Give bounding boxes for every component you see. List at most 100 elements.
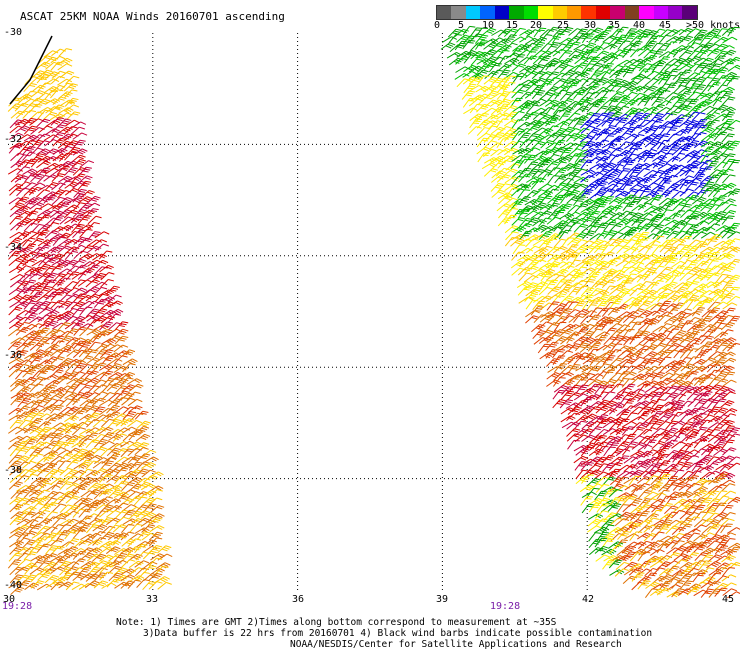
wind-barb: [630, 252, 646, 260]
lon-label-42: 42: [582, 594, 595, 605]
wind-barb: [602, 35, 618, 43]
wind-barb: [37, 279, 52, 288]
wind-barb: [8, 258, 24, 266]
legend-label-5: 5: [458, 20, 465, 31]
wind-barb: [726, 427, 740, 437]
wind-barb: [50, 89, 64, 99]
wind-barb: [30, 412, 45, 422]
wind-barb: [64, 425, 79, 435]
wind-barb: [22, 237, 36, 247]
wind-barb: [664, 252, 678, 263]
legend-swatch-6: [523, 6, 539, 19]
wind-barb: [79, 228, 93, 238]
lat-label-38: -38: [4, 465, 23, 476]
wind-barb: [73, 448, 88, 457]
wind-barb: [9, 119, 24, 129]
wind-barb: [134, 468, 149, 478]
legend-swatch-10: [581, 6, 596, 19]
wind-barb: [127, 455, 142, 464]
wind-barb: [29, 447, 44, 457]
legend-label-10: 10: [482, 20, 495, 31]
wind-barb: [92, 272, 107, 282]
wind-barb: [107, 363, 122, 372]
wind-barb: [50, 455, 65, 464]
wind-barb: [9, 467, 24, 476]
wind-barb: [45, 246, 61, 254]
wind-barb: [700, 576, 716, 584]
wind-barb: [36, 377, 50, 387]
wind-barb: [72, 229, 86, 239]
wind-barb: [99, 264, 114, 273]
wind-barb: [51, 441, 65, 451]
wind-barb: [99, 407, 114, 416]
wind-barb: [14, 102, 29, 112]
wind-barb: [114, 467, 129, 477]
wind-barb: [64, 259, 79, 268]
wind-barb: [73, 454, 88, 462]
wind-barb: [64, 250, 79, 261]
wind-barb: [28, 391, 44, 399]
wind-barb: [73, 250, 88, 260]
wind-barb: [141, 489, 157, 497]
wind-barb: [607, 349, 622, 359]
wind-barb: [93, 298, 108, 308]
wind-barb: [51, 480, 65, 490]
wind-barb: [28, 207, 43, 217]
wind-barb: [63, 209, 78, 219]
wind-barb: [85, 432, 99, 442]
wind-barb: [50, 291, 65, 301]
wind-barb: [51, 214, 65, 225]
wind-barb: [45, 291, 59, 301]
wind-barb: [50, 392, 66, 400]
wind-barb: [624, 483, 640, 491]
wind-barb: [35, 98, 51, 107]
wind-barb: [17, 419, 32, 429]
wind-barb: [15, 427, 31, 435]
wind-barb: [64, 328, 79, 337]
wind-barb: [44, 501, 58, 511]
wind-barb: [108, 300, 123, 308]
wind-barb: [100, 338, 116, 345]
wind-barb: [28, 186, 43, 196]
wind-barb: [85, 279, 100, 288]
wind-barb: [106, 447, 121, 457]
wind-barb: [93, 384, 108, 393]
wind-barb: [44, 230, 59, 239]
wind-barb: [630, 283, 646, 290]
wind-barb: [44, 90, 58, 100]
wind-barb: [31, 497, 47, 505]
wind-barb: [71, 307, 86, 317]
wind-barb: [22, 323, 38, 331]
wind-barb: [31, 223, 45, 233]
wind-barb: [665, 36, 681, 43]
wind-barb: [77, 270, 92, 280]
wind-barb: [143, 475, 158, 483]
legend-label-40: 40: [633, 20, 646, 31]
wind-barb: [602, 43, 618, 51]
wind-barb: [64, 422, 81, 430]
wind-barb: [122, 358, 138, 366]
wind-barb: [133, 496, 148, 506]
wind-barb: [63, 469, 79, 478]
wind-barb: [113, 344, 129, 353]
wind-barb: [36, 446, 51, 455]
wind-barb: [120, 580, 135, 589]
wind-barb: [57, 245, 72, 254]
wind-barb: [59, 481, 74, 491]
wind-barb: [15, 300, 30, 308]
wind-barb: [50, 356, 65, 365]
lat-label-30: -30: [4, 27, 23, 38]
wind-barb: [45, 328, 60, 337]
wind-barb: [15, 497, 30, 506]
wind-barb: [51, 496, 66, 506]
wind-barb: [58, 581, 74, 589]
wind-barb: [8, 357, 24, 365]
wind-barb: [45, 221, 60, 231]
wind-barb: [58, 300, 73, 309]
wind-barb: [149, 505, 165, 514]
wind-barb: [22, 460, 37, 469]
wind-barb: [51, 263, 65, 273]
wind-barb: [16, 411, 31, 420]
wind-barb: [63, 438, 78, 448]
